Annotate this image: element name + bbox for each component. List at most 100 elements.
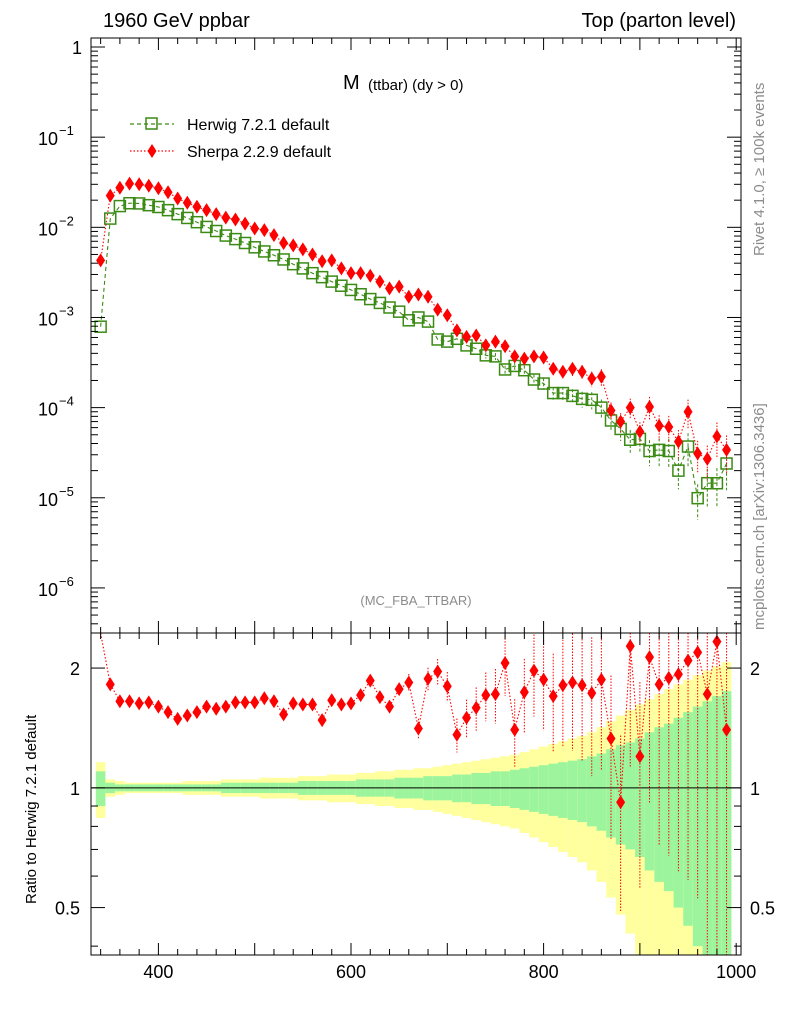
sherpa-point: [567, 361, 577, 376]
sherpa-point: [673, 434, 683, 449]
main-series: [94, 176, 733, 520]
ratio-y-tick-label-left: 1: [70, 779, 80, 799]
sherpa-point: [577, 364, 587, 379]
sherpa-point: [163, 185, 173, 200]
herwig-point: [402, 314, 416, 327]
herwig-point: [546, 386, 560, 400]
ratio-band-stat: [461, 774, 472, 803]
sherpa-point: [298, 242, 308, 257]
header-left: 1960 GeV ppbar: [103, 10, 250, 32]
ratio-point: [259, 691, 269, 706]
herwig-point: [469, 342, 483, 355]
sherpa-point: [722, 442, 732, 457]
sherpa-point: [645, 399, 655, 414]
ratio-plot-frame: [90, 632, 742, 956]
ratio-point: [683, 653, 693, 668]
ratio-point: [336, 697, 346, 712]
sherpa-point: [211, 207, 221, 222]
ratio-band-stat: [452, 774, 462, 803]
herwig-point: [383, 301, 396, 314]
legend: Herwig 7.2.1 default Sherpa 2.2.9 defaul…: [130, 117, 332, 161]
sherpa-point: [259, 223, 269, 238]
ratio-band-stat: [471, 772, 481, 805]
sherpa-point: [702, 451, 712, 466]
ratio-point: [230, 695, 240, 710]
sherpa-point: [500, 339, 510, 354]
ratio-point: [327, 693, 337, 708]
ratio-point: [452, 727, 462, 742]
ratio-point: [693, 645, 703, 660]
plot-title-main: M: [343, 72, 360, 94]
ratio-band-stat: [509, 769, 520, 808]
sherpa-point: [125, 176, 135, 191]
sherpa-point: [693, 446, 703, 461]
ratio-point: [394, 682, 404, 697]
herwig-point: [277, 253, 290, 266]
ratio-band-stat: [673, 717, 684, 908]
sherpa-point: [394, 279, 404, 294]
sherpa-point: [587, 371, 597, 386]
ratio-point: [375, 690, 385, 705]
ratio-band-stat: [490, 771, 501, 807]
herwig-point: [104, 212, 117, 225]
mcplots-label: mcplots.cern.ch [arXiv:1306.3436]: [751, 403, 768, 630]
sherpa-point: [269, 228, 279, 243]
y-tick-label: 10: [38, 490, 58, 510]
sherpa-point: [539, 350, 549, 365]
x-tick-label: 1000: [716, 962, 756, 982]
herwig-point: [441, 335, 454, 348]
sherpa-point: [413, 287, 423, 302]
ratio-y-tick-label-left: 2: [70, 659, 80, 679]
sherpa-point: [471, 328, 481, 343]
herwig-point: [421, 315, 435, 328]
herwig-point: [142, 198, 156, 212]
ratio-band-stat: [586, 756, 597, 827]
herwig-point: [152, 200, 165, 214]
herwig-point: [710, 476, 724, 490]
ratio-point: [288, 696, 298, 711]
ratio-point: [539, 672, 549, 687]
ratio-point: [279, 707, 289, 722]
ratio-y-tick-label-right: 1: [750, 779, 760, 799]
plot-title: M (ttbar) (dy > 0): [343, 72, 463, 94]
sherpa-point: [336, 261, 346, 276]
herwig-point: [306, 266, 319, 280]
y-tick-label: 10: [38, 309, 58, 329]
ratio-point: [673, 667, 683, 682]
x-tick-label: 800: [529, 962, 559, 982]
ratio-point: [385, 699, 395, 714]
ratio-point: [702, 687, 712, 702]
sherpa-point: [385, 281, 395, 296]
ratio-y-tick-label-right: 2: [750, 659, 760, 679]
ratio-band-stat: [95, 771, 106, 807]
ratio-point: [173, 711, 183, 726]
legend-sherpa: Sherpa 2.2.9 default: [130, 144, 332, 161]
y-tick-exponent: −3: [59, 303, 74, 318]
herwig-point: [364, 292, 377, 306]
sherpa-point: [490, 334, 500, 349]
y-tick-exponent: −2: [59, 213, 74, 228]
ratio-point: [433, 664, 443, 679]
ratio-point: [635, 749, 645, 764]
sherpa-point: [596, 369, 606, 384]
herwig-point: [325, 275, 338, 288]
ratio-point: [125, 694, 135, 709]
herwig-point: [652, 443, 666, 457]
sherpa-point: [173, 191, 183, 206]
watermark: (MC_FBA_TTBAR): [360, 593, 471, 608]
sherpa-point: [192, 199, 202, 214]
sherpa-point: [182, 195, 192, 210]
legend-sherpa-marker: [147, 144, 157, 158]
herwig-point: [161, 203, 175, 217]
herwig-point: [219, 229, 233, 242]
ratio-point: [221, 699, 231, 714]
sherpa-point: [202, 203, 212, 218]
sherpa-point: [356, 266, 366, 281]
ratio-point: [317, 713, 327, 728]
legend-herwig: Herwig 7.2.1 default: [130, 117, 330, 134]
ratio-y-tick-label-left: 0.5: [55, 899, 80, 919]
herwig-point: [566, 389, 579, 403]
ratio-point: [307, 697, 317, 712]
sherpa-point: [221, 210, 231, 225]
sherpa-point: [365, 268, 375, 283]
